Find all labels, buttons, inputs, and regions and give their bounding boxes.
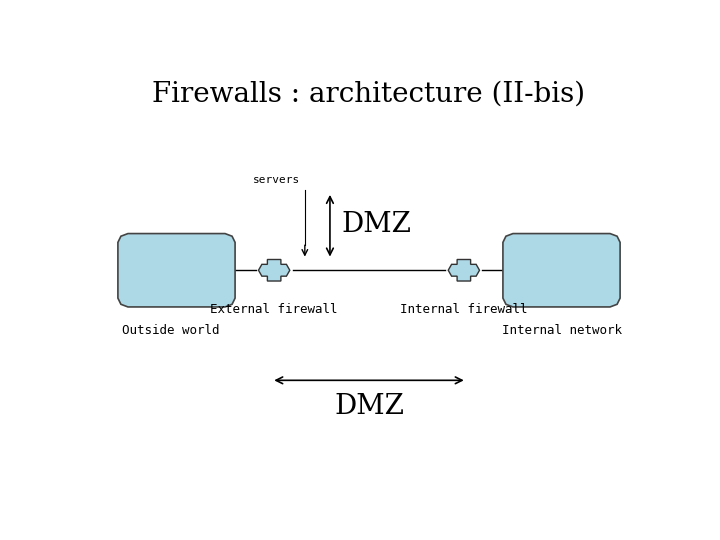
Text: DMZ: DMZ [334,393,404,420]
Text: servers: servers [253,174,300,185]
Polygon shape [118,234,235,307]
Polygon shape [258,260,289,281]
Text: External firewall: External firewall [210,303,338,316]
Polygon shape [503,234,620,307]
Text: Internal firewall: Internal firewall [400,303,528,316]
Text: Firewalls : architecture (II-bis): Firewalls : architecture (II-bis) [153,80,585,107]
Polygon shape [449,260,480,281]
Text: Outside world: Outside world [122,324,220,337]
Text: Internal network: Internal network [502,324,621,337]
Text: DMZ: DMZ [341,211,411,238]
